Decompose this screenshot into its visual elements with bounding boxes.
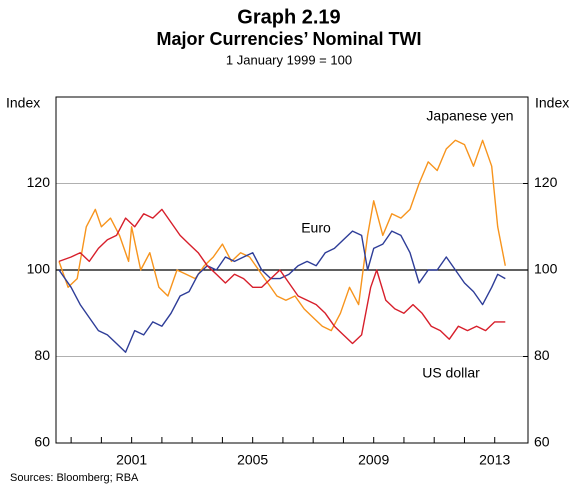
y-tick-label: 120: [27, 174, 51, 190]
x-tick-label: 2001: [116, 452, 147, 468]
plot-frame: [55, 96, 529, 444]
series-label: US dollar: [422, 365, 480, 381]
y-tick-label: 100: [27, 261, 51, 277]
source-note: Sources: Bloomberg; RBA: [10, 472, 139, 484]
y2-tick-label: 100: [534, 261, 558, 277]
series-line: [58, 139, 506, 332]
chart-title: Graph 2.19: [237, 6, 340, 28]
y2-axis-label: Index: [535, 95, 569, 111]
x-tick-label: 2013: [479, 452, 510, 468]
x-tick-label: 2009: [358, 452, 389, 468]
y-axis-label: Index: [6, 95, 40, 111]
x-tick-label: 2005: [237, 452, 268, 468]
series-line: [58, 208, 506, 345]
series-label: Japanese yen: [426, 108, 513, 124]
y2-tick-label: 80: [534, 347, 550, 363]
chart-subtitle: Major Currencies’ Nominal TWI: [156, 29, 421, 49]
series-line: [58, 230, 506, 353]
y-tick-label: 60: [34, 434, 50, 450]
series-label: Euro: [301, 220, 331, 236]
y2-tick-label: 60: [534, 434, 550, 450]
y-tick-label: 80: [34, 347, 50, 363]
chart-note: 1 January 1999 = 100: [226, 52, 352, 67]
y2-tick-label: 120: [534, 174, 558, 190]
